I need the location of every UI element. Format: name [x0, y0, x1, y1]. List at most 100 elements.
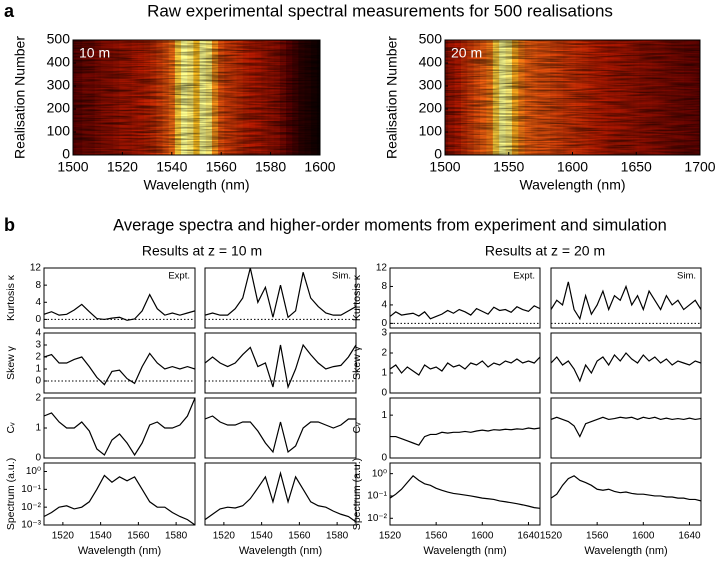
axes-frame — [389, 462, 541, 526]
y-tick-label: 10⁻² — [21, 502, 41, 513]
x-tick-label: 1560 — [206, 159, 237, 175]
axes-frame — [550, 267, 702, 329]
panel-label: b — [4, 215, 15, 235]
data-line — [44, 398, 195, 457]
x-tick-label: 1600 — [557, 159, 588, 175]
annotation: Expt. — [513, 271, 535, 282]
x-tick-label: 1560 — [425, 531, 448, 542]
data-line — [44, 474, 195, 525]
axes-frame — [72, 39, 321, 156]
y-tick-label: 10⁻¹ — [367, 491, 387, 502]
x-tick-label: 1500 — [429, 159, 460, 175]
axes-frame — [389, 332, 541, 394]
y-tick-label: 500 — [47, 31, 71, 47]
data-line — [551, 416, 701, 438]
y-tick-label: 10⁻² — [367, 513, 387, 524]
y-axis-label: Kurtosis κ — [5, 274, 17, 321]
y-tick-label: 12 — [376, 263, 388, 274]
data-line — [390, 305, 540, 320]
y-tick-label: 0 — [381, 453, 387, 464]
group-title: Results at z = 20 m — [485, 243, 605, 259]
x-tick-label: 1600 — [304, 159, 335, 175]
texture — [73, 40, 320, 155]
panel-title: Average spectra and higher-order moments… — [113, 216, 667, 234]
x-axis-label: Wavelength (nm) — [519, 177, 625, 193]
plot-area — [390, 427, 540, 446]
x-axis-label: Wavelength (nm) — [239, 545, 322, 557]
y-axis-label: Realisation Number — [384, 36, 400, 159]
axes-frame — [43, 267, 196, 329]
plot-area — [390, 474, 540, 509]
data-line — [551, 281, 701, 321]
texture — [445, 40, 700, 155]
y-tick-label: 1 — [381, 410, 387, 421]
x-tick-label: 1580 — [255, 159, 286, 175]
y-tick-label: 10⁰ — [26, 466, 41, 477]
plot-area — [44, 293, 195, 321]
annotation: Sim. — [332, 271, 351, 282]
y-tick-label: 0 — [62, 146, 70, 162]
y-tick-label: 10⁻³ — [21, 520, 41, 531]
y-tick-label: 3 — [35, 340, 41, 351]
plot-area — [551, 352, 701, 383]
y-tick-label: 0 — [381, 318, 387, 329]
y-axis-label: Cᵥ — [5, 422, 17, 434]
axes-frame — [204, 332, 357, 394]
x-tick-label: 1520 — [107, 159, 138, 175]
x-tick-label: 1500 — [57, 159, 88, 175]
x-tick-label: 1520 — [213, 531, 236, 542]
axes-frame — [389, 267, 541, 329]
plot-area — [205, 470, 356, 523]
x-tick-label: 1600 — [632, 531, 655, 542]
annotation: Sim. — [677, 271, 696, 282]
x-tick-label: 1520 — [540, 531, 563, 542]
data-line — [390, 427, 540, 446]
axes-frame — [204, 462, 357, 526]
x-tick-label: 1580 — [326, 531, 349, 542]
y-axis-label: Spectrum (a.u.) — [5, 458, 17, 530]
y-axis-label: Realisation Number — [12, 36, 28, 159]
y-tick-label: 0 — [381, 388, 387, 399]
annotation: 10 m — [79, 45, 110, 61]
y-tick-label: 8 — [381, 281, 387, 292]
x-axis-label: Wavelength (nm) — [143, 177, 249, 193]
y-tick-label: 4 — [381, 300, 387, 311]
y-tick-label: 2 — [35, 352, 41, 363]
x-axis-label: Wavelength (nm) — [78, 545, 161, 557]
y-tick-label: 300 — [47, 77, 71, 93]
annotation: 20 m — [451, 45, 482, 61]
y-tick-label: 1 — [35, 423, 41, 434]
x-tick-label: 1540 — [251, 531, 274, 542]
group-title: Results at z = 10 m — [142, 243, 262, 259]
x-tick-label: 1650 — [621, 159, 652, 175]
x-tick-label: 1520 — [379, 531, 402, 542]
plot-area — [44, 398, 195, 457]
x-tick-label: 1580 — [165, 531, 188, 542]
panel-label: a — [4, 1, 15, 21]
y-tick-label: 12 — [30, 263, 42, 274]
plot-area — [390, 305, 540, 324]
data-line — [44, 352, 195, 386]
y-tick-label: 8 — [35, 280, 41, 291]
data-line — [44, 293, 195, 321]
y-tick-label: 500 — [419, 31, 443, 47]
y-tick-label: 400 — [47, 54, 71, 70]
axes-frame — [550, 332, 702, 394]
plot-area — [44, 352, 195, 386]
axes-frame — [550, 462, 702, 526]
data-line — [205, 470, 356, 523]
plot-area — [205, 415, 356, 454]
y-tick-label: 10⁻¹ — [21, 484, 41, 495]
x-tick-label: 1560 — [288, 531, 311, 542]
x-tick-label: 1640 — [678, 531, 701, 542]
y-tick-label: 4 — [35, 328, 41, 339]
annotation: Expt. — [168, 271, 190, 282]
y-tick-label: 100 — [419, 123, 443, 139]
y-axis-label: Spectrum (a.u.) — [351, 458, 363, 530]
y-tick-label: 10⁰ — [372, 468, 387, 479]
x-tick-label: 1560 — [586, 531, 609, 542]
x-tick-label: 1640 — [517, 531, 540, 542]
axes-frame — [43, 332, 196, 394]
y-tick-label: 3 — [381, 328, 387, 339]
